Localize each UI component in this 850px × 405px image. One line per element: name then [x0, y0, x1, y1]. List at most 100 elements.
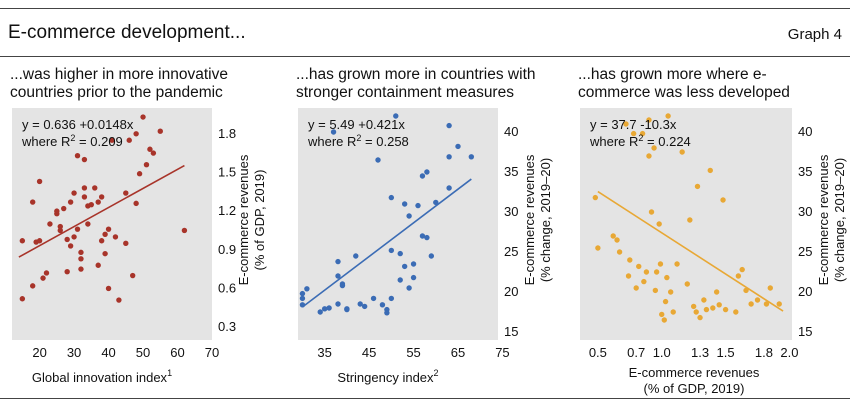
panel3-point-43 — [720, 197, 726, 203]
panel3-point-10 — [636, 263, 642, 270]
panel3-point-12 — [641, 278, 647, 285]
panel3-point-32 — [687, 217, 693, 223]
panel2-xlabel-sup: 2 — [434, 368, 439, 378]
panel3-point-48 — [743, 287, 749, 294]
panel2-point-7 — [330, 129, 337, 135]
panel1-point-52 — [143, 162, 150, 168]
panel3-equation: y = 37.7 -10.3x — [590, 117, 677, 132]
panel2-point-9 — [335, 273, 341, 279]
panel3-point-22 — [659, 311, 665, 318]
panel1-point-22 — [74, 226, 81, 232]
panel1-ytick-2: 0.9 — [218, 242, 236, 257]
panel1-plot-area — [12, 108, 212, 340]
panel2-point-44 — [446, 185, 452, 191]
panel1-point-7 — [40, 275, 46, 281]
panel1-point-34 — [95, 262, 101, 268]
panel3-point-7 — [627, 257, 633, 263]
panel2-point-17 — [361, 303, 368, 310]
panel1-xtick-1: 30 — [67, 345, 81, 360]
panel1-point-40 — [105, 285, 112, 292]
panel2-point-6 — [326, 305, 332, 311]
panel3-point-3 — [614, 237, 620, 243]
panel2-point-16 — [357, 301, 363, 307]
panel1-xtick-4: 60 — [170, 345, 184, 360]
panel1-point-12 — [57, 223, 63, 230]
panel3-ytick-5: 40 — [798, 124, 812, 139]
panel3-point-27 — [667, 289, 674, 295]
panel2-point-35 — [415, 202, 421, 209]
panel3-point-53 — [776, 301, 782, 307]
panel3-xtick-0: 0.5 — [589, 345, 607, 360]
panel2-plot-area — [298, 108, 498, 340]
panel3-ytick-2: 25 — [798, 244, 812, 259]
bottom-rule — [0, 398, 850, 399]
panel3-point-23 — [661, 317, 667, 323]
panel2-xtick-2: 55 — [406, 345, 420, 360]
panel1-point-3 — [29, 199, 36, 205]
panel2-point-34 — [410, 261, 417, 267]
panel1-point-19 — [71, 234, 77, 240]
panel1-point-56 — [181, 227, 188, 234]
panel3-ytick-1: 20 — [798, 284, 812, 299]
panel2-point-3 — [304, 286, 310, 292]
panel2-point-27 — [397, 277, 403, 283]
panel1-r-squared: where R2 = 0.209 — [21, 133, 123, 149]
panel2-fit-line — [301, 178, 472, 308]
panel3-point-0 — [592, 194, 599, 201]
panel3-xtick-4: 1.5 — [717, 345, 735, 360]
panel3-r-squared: where R2 = 0.224 — [589, 133, 691, 149]
panel3-point-21 — [657, 261, 664, 267]
panel2-point-8 — [335, 301, 341, 307]
panel3-point-52 — [767, 285, 773, 291]
panel1-point-49 — [133, 131, 139, 137]
panel1-point-55 — [157, 128, 163, 134]
panel3-xtick-5: 1.8 — [755, 345, 773, 360]
panel3-point-28 — [670, 309, 676, 315]
panel2-r-squared: where R2 = 0.258 — [307, 133, 409, 149]
panel2-ytick-5: 40 — [504, 124, 518, 139]
panel2-xtick-3: 65 — [451, 345, 465, 360]
panel1-point-15 — [64, 236, 70, 243]
panel3-point-2 — [610, 233, 616, 239]
panel3-point-49 — [748, 301, 754, 307]
panel3-point-51 — [763, 301, 770, 307]
panel1-ylabel-line-0: E-commerce revenues — [236, 154, 251, 285]
panel2-point-4 — [317, 309, 323, 315]
panel2-xtick-1: 45 — [362, 345, 376, 360]
panel2-point-29 — [401, 201, 408, 207]
panel2-ytick-1: 20 — [504, 284, 518, 299]
panel2-point-28 — [397, 250, 403, 257]
panel3-xlabel-line-0: E-commerce revenues — [629, 365, 760, 380]
panel2-point-33 — [410, 274, 417, 281]
panel2-point-1 — [299, 295, 306, 302]
panel3-point-16 — [648, 209, 655, 215]
panel1-point-11 — [54, 208, 60, 214]
panel2-point-23 — [388, 247, 395, 254]
panel3-point-44 — [722, 306, 729, 313]
panel2-ytick-4: 35 — [504, 164, 518, 179]
panel1-point-6 — [36, 178, 43, 185]
panel2-xlabel: Stringency index2 — [337, 368, 438, 385]
panel3-point-37 — [701, 297, 707, 303]
panel2-point-15 — [353, 253, 359, 259]
panel1-point-54 — [150, 150, 157, 156]
panel3-ylabel-line-0: E-commerce revenues — [816, 154, 831, 285]
panel1-fit-line — [18, 164, 185, 258]
panel2-ylabel-line-0: E-commerce revenues — [522, 154, 537, 285]
panel3-point-42 — [716, 302, 722, 308]
panel1-ytick-0: 0.3 — [218, 319, 236, 334]
panel2-r-squared-sup: 2 — [356, 133, 361, 143]
panel3-point-38 — [703, 306, 710, 313]
panel1-point-33 — [95, 199, 101, 205]
panel3-point-19 — [653, 269, 660, 275]
panel1-point-53 — [147, 146, 153, 152]
panel1-ytick-4: 1.5 — [218, 164, 236, 179]
panel3-r-squared-value: = 0.224 — [643, 134, 690, 149]
panel3-point-20 — [656, 221, 662, 227]
panel2-point-38 — [424, 234, 430, 241]
panel2-point-31 — [406, 213, 412, 219]
panel3-ytick-3: 30 — [798, 204, 812, 219]
panel2-xlabel-text: Stringency index — [337, 370, 434, 385]
